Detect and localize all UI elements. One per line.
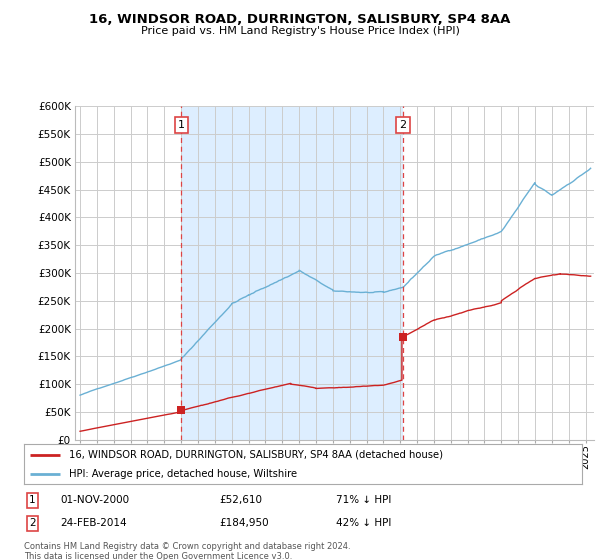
- Text: 2: 2: [400, 120, 407, 130]
- Text: 71% ↓ HPI: 71% ↓ HPI: [337, 496, 392, 505]
- Text: 01-NOV-2000: 01-NOV-2000: [60, 496, 130, 505]
- Text: £184,950: £184,950: [220, 519, 269, 528]
- Text: 1: 1: [29, 496, 35, 505]
- Text: 16, WINDSOR ROAD, DURRINGTON, SALISBURY, SP4 8AA: 16, WINDSOR ROAD, DURRINGTON, SALISBURY,…: [89, 13, 511, 26]
- Text: 24-FEB-2014: 24-FEB-2014: [60, 519, 127, 528]
- Text: Price paid vs. HM Land Registry's House Price Index (HPI): Price paid vs. HM Land Registry's House …: [140, 26, 460, 36]
- Text: HPI: Average price, detached house, Wiltshire: HPI: Average price, detached house, Wilt…: [68, 469, 297, 478]
- Text: 42% ↓ HPI: 42% ↓ HPI: [337, 519, 392, 528]
- Text: 1: 1: [178, 120, 185, 130]
- Text: £52,610: £52,610: [220, 496, 262, 505]
- Text: Contains HM Land Registry data © Crown copyright and database right 2024.
This d: Contains HM Land Registry data © Crown c…: [24, 542, 350, 560]
- Bar: [181, 106, 403, 440]
- Text: 2: 2: [29, 519, 35, 528]
- Text: 16, WINDSOR ROAD, DURRINGTON, SALISBURY, SP4 8AA (detached house): 16, WINDSOR ROAD, DURRINGTON, SALISBURY,…: [68, 450, 443, 460]
